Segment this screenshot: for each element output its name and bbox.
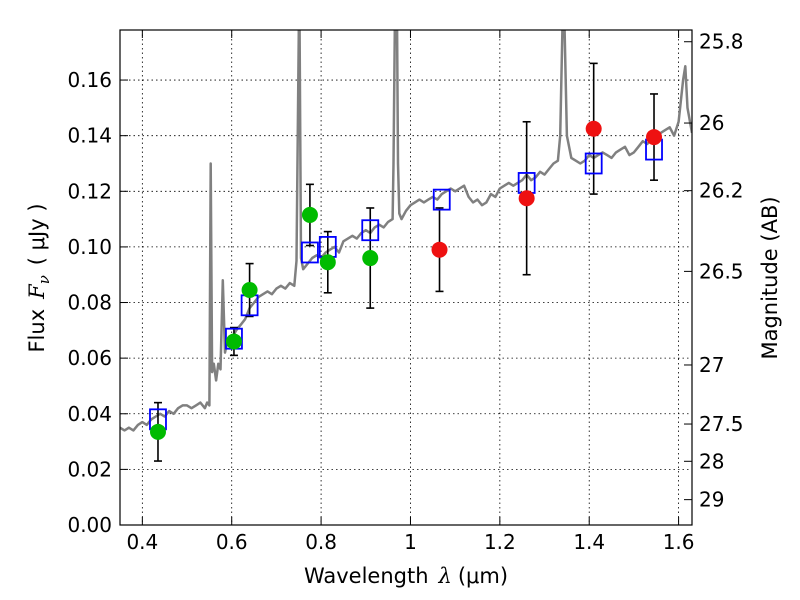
y-tick-label: 0.12	[67, 179, 112, 203]
optical-data-point	[319, 254, 336, 271]
model-square-marker	[361, 219, 380, 242]
y-axis-title-text: Flux	[25, 309, 49, 353]
plot-frame	[119, 29, 693, 526]
magnitude-tick-label: 26.5	[699, 259, 744, 283]
y-tick-label: 0.10	[67, 235, 112, 259]
optical-data-point	[362, 250, 379, 267]
x-tick-label: 0.8	[305, 530, 337, 554]
model-spectrum	[120, 30, 692, 432]
y-tick-label: 0.14	[67, 124, 112, 148]
x-axis-symbol: λ	[438, 564, 452, 588]
x-axis-title-text: Wavelength	[304, 564, 429, 588]
y-tick-label: 0.06	[67, 346, 112, 370]
nir-data-point	[431, 241, 448, 258]
optical-data-point	[301, 206, 318, 223]
magnitude-tick-label: 26.2	[699, 179, 744, 203]
x-axis-unit: (μm)	[458, 564, 508, 588]
spectrum-line	[120, 30, 692, 432]
model-square-marker	[301, 241, 319, 264]
y2-axis-title: Magnitude (AB)	[758, 196, 782, 359]
magnitude-tick-label: 28	[699, 449, 724, 473]
model-square-marker	[584, 152, 603, 175]
y-tick-label: 0.00	[67, 513, 112, 537]
magnitude-tick-label: 27	[699, 353, 724, 377]
x-tick-label: 1.6	[663, 530, 695, 554]
magnitude-tick-label: 26	[699, 111, 724, 135]
optical-data-point	[149, 423, 166, 440]
grid	[120, 30, 692, 526]
y-tick-label: 0.16	[67, 68, 112, 92]
magnitude-tick-label: 25.8	[699, 30, 744, 54]
magnitude-tick-label: 29	[699, 488, 724, 512]
optical-data-point	[241, 282, 258, 299]
nir-data-point	[646, 129, 663, 146]
nir-data-point	[585, 120, 602, 137]
model-square-marker	[432, 188, 451, 211]
y-tick-label: 0.08	[67, 291, 112, 315]
y-tick-label: 0.02	[67, 457, 112, 481]
x-tick-label: 1.2	[484, 530, 516, 554]
magnitude-tick-label: 27.5	[699, 412, 744, 436]
photometry-markers	[149, 62, 663, 462]
x-tick-label: 0.4	[126, 530, 158, 554]
x-tick-label: 1.4	[573, 530, 605, 554]
y-tick-label: 0.04	[67, 402, 112, 426]
x-axis-title: Wavelength λ (μm)	[304, 564, 508, 588]
nir-data-point	[518, 190, 535, 207]
y-axis-symbol: F	[25, 283, 49, 300]
optical-data-point	[225, 333, 242, 350]
axes: 0.4 0.6 0.8 1 1.2 1.4 1.6 0.00 0.02 0.04 0.06 0.08 0…	[67, 30, 743, 554]
x-tick-label: 1	[404, 530, 417, 554]
x-tick-label: 0.6	[216, 530, 248, 554]
y-axis-title: Flux Fν ( μJy )	[25, 203, 53, 352]
y-axis-unit: ( μJy )	[25, 203, 49, 265]
y-axis-subscript: ν	[35, 275, 53, 284]
